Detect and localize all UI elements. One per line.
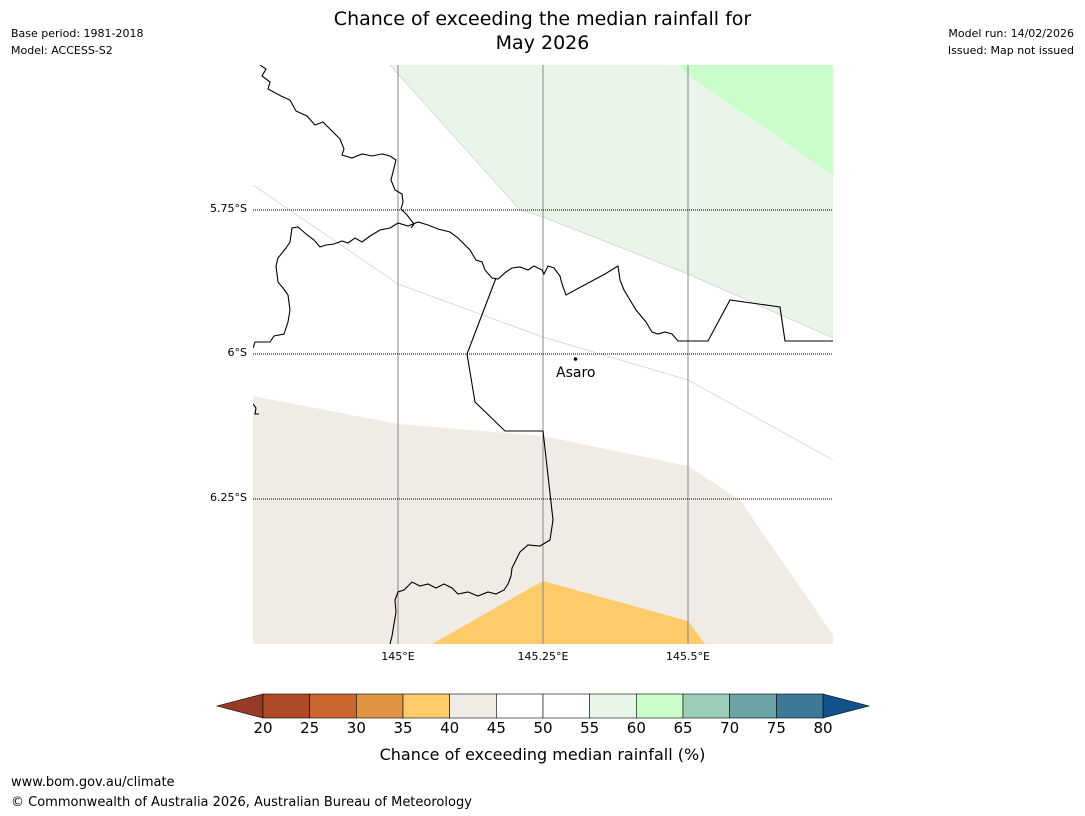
issued-status: Issued: Map not issued: [947, 44, 1074, 57]
model-run: Model run: 14/02/2026: [948, 27, 1074, 40]
lon-label-145e: 145°E: [381, 650, 415, 663]
colorbar-tick-60: 60: [626, 719, 646, 737]
colorbar-tick-80: 80: [813, 719, 833, 737]
colorbar-tick-55: 55: [580, 719, 600, 737]
colorbar-tick-75: 75: [766, 719, 786, 737]
colorbar-tick-65: 65: [673, 719, 693, 737]
lat-label-5-75s: 5.75°S: [210, 202, 247, 215]
colorbar-tick-40: 40: [440, 719, 460, 737]
footer-copyright: © Commonwealth of Australia 2026, Austra…: [11, 795, 472, 810]
colorbar-tick-50: 50: [533, 719, 553, 737]
model-name: Model: ACCESS-S2: [11, 44, 113, 57]
colorbar-tick-35: 35: [393, 719, 413, 737]
meta-left: Base period: 1981-2018 Model: ACCESS-S2: [11, 25, 143, 59]
province-boundary: [253, 403, 259, 415]
lon-label-145-25e: 145.25°E: [517, 650, 569, 663]
region-55-60: [390, 65, 833, 338]
place-label-asaro: Asaro: [556, 365, 596, 381]
colorbar-tick-30: 30: [346, 719, 366, 737]
colorbar-tick-25: 25: [300, 719, 320, 737]
colorbar-tick-20: 20: [253, 719, 273, 737]
province-boundary: [259, 65, 415, 229]
province-boundary: [253, 221, 833, 349]
colorbar-tick-70: 70: [720, 719, 740, 737]
map-title: Chance of exceeding the median rainfall …: [0, 7, 1085, 55]
province-boundary: [389, 277, 554, 644]
footer-url[interactable]: www.bom.gov.au/climate: [11, 775, 175, 790]
lon-label-145-5e: 145.5°E: [666, 650, 710, 663]
map-title-line-1: Chance of exceeding the median rainfall …: [333, 8, 752, 30]
region-60-65: [678, 65, 833, 175]
colorbar-title: Chance of exceeding median rainfall (%): [379, 745, 706, 764]
place-marker-asaro: [573, 357, 578, 361]
colorbar-tick-45: 45: [486, 719, 506, 737]
lat-label-6s: 6°S: [227, 346, 247, 359]
map-title-line-2: May 2026: [495, 32, 590, 54]
meta-right: Model run: 14/02/2026 Issued: Map not is…: [948, 25, 1074, 59]
base-period: Base period: 1981-2018: [11, 27, 144, 40]
lat-label-6-25s: 6.25°S: [210, 491, 247, 504]
region-35-40: [432, 581, 705, 644]
